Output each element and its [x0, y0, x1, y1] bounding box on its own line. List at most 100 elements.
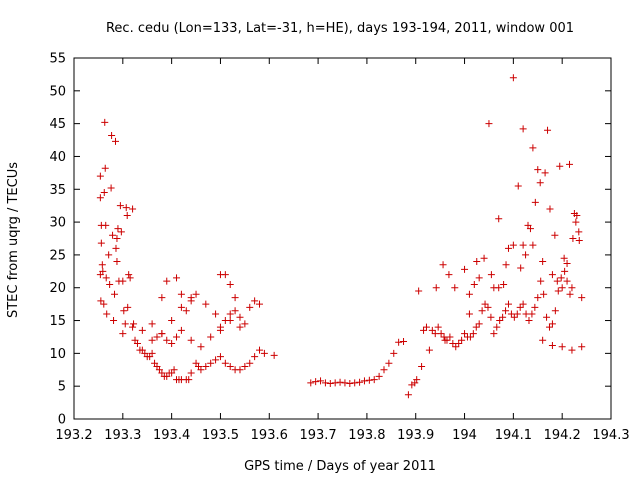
data-point: [575, 236, 583, 244]
x-tick-label: 193.2: [55, 428, 92, 443]
data-point: [114, 225, 122, 233]
data-point: [465, 310, 473, 318]
data-point: [256, 346, 264, 354]
x-tick-label: 194: [452, 428, 477, 443]
x-tick-label: 194.2: [544, 428, 581, 443]
data-point: [216, 326, 224, 334]
data-point: [490, 330, 498, 338]
y-tick-label: 55: [49, 52, 66, 67]
data-point: [536, 179, 544, 187]
data-point: [551, 307, 559, 315]
data-point: [504, 300, 512, 308]
data-point: [548, 341, 556, 349]
data-point: [246, 303, 254, 311]
y-tick-label: 30: [49, 216, 66, 231]
data-point: [120, 307, 128, 315]
data-point: [256, 300, 264, 308]
data-point: [458, 336, 466, 344]
data-point: [517, 264, 525, 272]
data-point: [490, 284, 498, 292]
data-point: [496, 317, 504, 325]
data-point: [461, 265, 469, 273]
y-tick-label: 35: [49, 183, 66, 198]
x-tick-label: 193.3: [104, 428, 141, 443]
x-axis-label: GPS time / Days of year 2011: [244, 459, 436, 474]
plot-frame: [73, 57, 612, 420]
data-point: [504, 244, 512, 252]
x-tick-label: 193.8: [348, 428, 385, 443]
data-point: [432, 284, 440, 292]
data-point: [455, 340, 463, 348]
data-point: [226, 362, 234, 370]
data-point: [519, 300, 527, 308]
data-point: [404, 391, 412, 399]
data-point: [439, 261, 447, 269]
data-point: [475, 274, 483, 282]
data-point: [478, 307, 486, 315]
data-point: [531, 198, 539, 206]
data-point: [385, 359, 393, 367]
data-point: [529, 144, 537, 152]
data-point: [516, 303, 524, 311]
x-tick-label: 193.7: [299, 428, 336, 443]
data-point: [375, 372, 383, 380]
data-point: [202, 362, 210, 370]
data-point: [422, 323, 430, 331]
data-point: [487, 313, 495, 321]
data-point: [466, 333, 474, 341]
data-point: [499, 313, 507, 321]
data-points: [96, 74, 586, 399]
data-point: [548, 320, 556, 328]
data-point: [108, 131, 116, 139]
data-point: [251, 353, 259, 361]
data-point: [380, 366, 388, 374]
chart-title: Rec. cedu (Lon=133, Lat=-31, h=HE), days…: [106, 21, 574, 36]
x-tick-label: 194.1: [495, 428, 532, 443]
data-point: [97, 239, 105, 247]
data-point: [101, 164, 109, 172]
data-point: [221, 359, 229, 367]
data-point: [207, 359, 215, 367]
y-tick-label: 20: [49, 281, 66, 296]
data-point: [418, 362, 426, 370]
data-point: [539, 257, 547, 265]
data-point: [510, 313, 518, 321]
data-point: [544, 126, 552, 134]
data-point: [153, 333, 161, 341]
data-point: [111, 290, 119, 298]
data-point: [109, 231, 117, 239]
data-point: [514, 182, 522, 190]
data-point: [513, 310, 521, 318]
data-point: [133, 340, 141, 348]
data-point: [578, 294, 586, 302]
data-point: [558, 284, 566, 292]
data-point: [534, 166, 542, 174]
data-point: [551, 231, 559, 239]
data-point: [531, 303, 539, 311]
data-point: [566, 290, 574, 298]
data-point: [103, 310, 111, 318]
data-point: [102, 221, 110, 229]
data-point: [124, 303, 132, 311]
data-point: [148, 336, 156, 344]
data-point: [560, 254, 568, 262]
data-point: [226, 310, 234, 318]
data-point: [537, 277, 545, 285]
data-point: [241, 362, 249, 370]
data-point: [553, 277, 561, 285]
data-point: [97, 297, 105, 305]
data-point: [480, 254, 488, 262]
data-point: [440, 333, 448, 341]
data-point: [216, 353, 224, 361]
data-point: [452, 343, 460, 351]
data-point: [473, 257, 481, 265]
data-point: [554, 287, 562, 295]
data-point: [548, 271, 556, 279]
data-point: [116, 202, 124, 210]
data-point: [461, 330, 469, 338]
y-axis-label: STEC from uqrg / TECUs: [6, 162, 21, 318]
data-point: [212, 356, 220, 364]
data-point: [326, 380, 334, 388]
y-tick-label: 5: [58, 380, 66, 395]
